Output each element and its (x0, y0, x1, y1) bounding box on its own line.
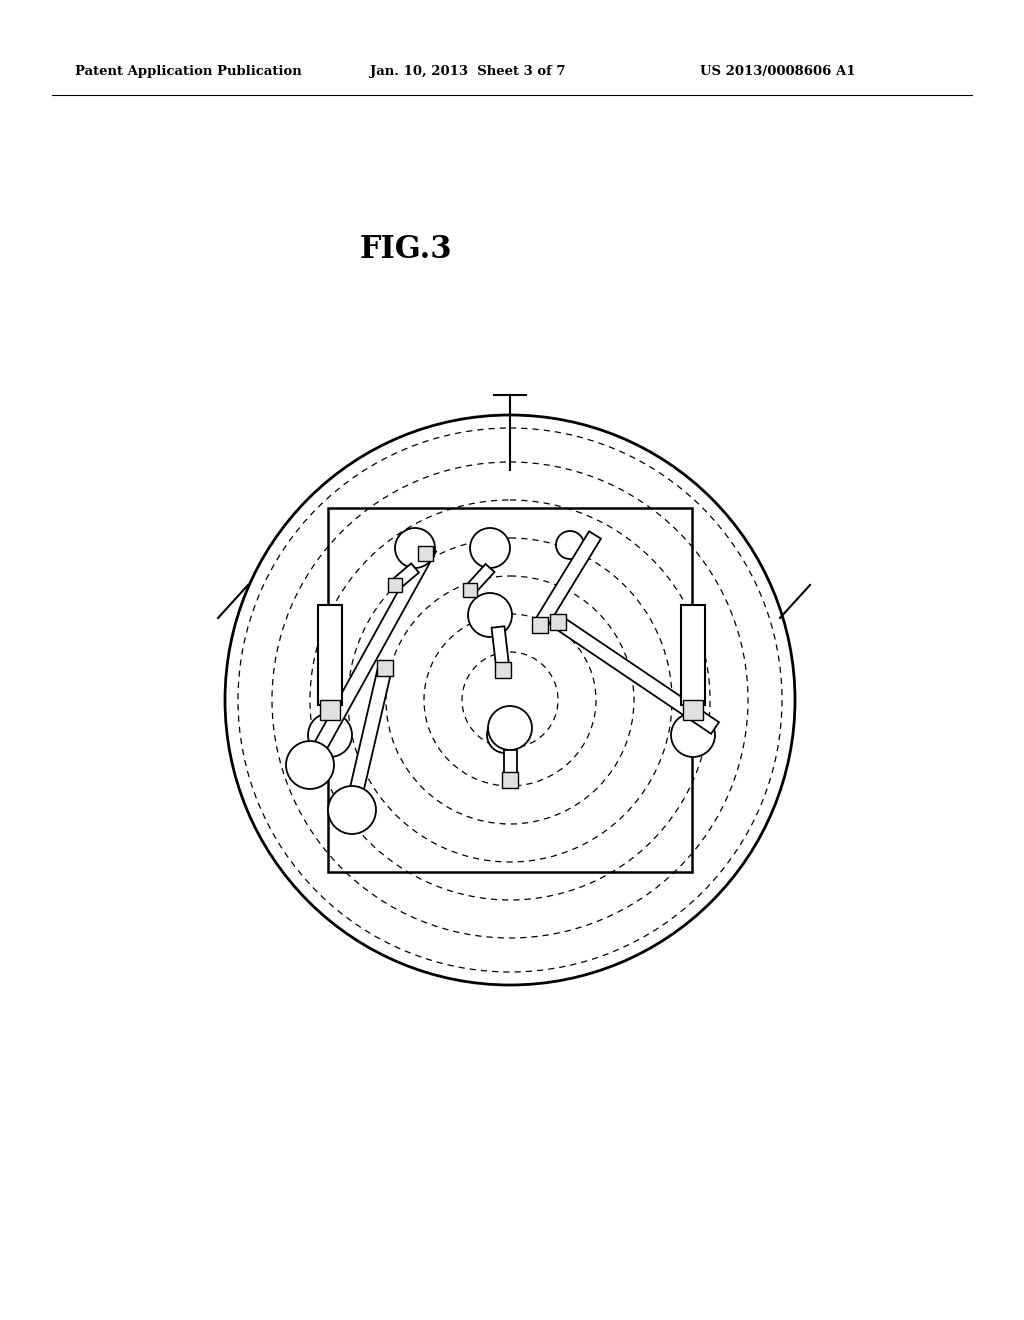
Circle shape (470, 528, 510, 568)
Circle shape (286, 741, 334, 789)
Polygon shape (535, 532, 601, 628)
Bar (495, 663, 511, 678)
Circle shape (308, 713, 352, 756)
Circle shape (671, 713, 715, 756)
Circle shape (468, 593, 512, 638)
Bar (681, 605, 705, 705)
Polygon shape (345, 667, 392, 812)
Circle shape (488, 706, 532, 750)
Polygon shape (466, 564, 495, 594)
Polygon shape (492, 626, 510, 671)
Circle shape (328, 785, 376, 834)
Polygon shape (554, 616, 719, 734)
Text: US 2013/0008606 A1: US 2013/0008606 A1 (700, 66, 855, 78)
Text: FIG.3: FIG.3 (360, 235, 453, 265)
Bar (463, 583, 477, 597)
Text: Jan. 10, 2013  Sheet 3 of 7: Jan. 10, 2013 Sheet 3 of 7 (370, 66, 565, 78)
Bar (532, 616, 548, 634)
Text: Patent Application Publication: Patent Application Publication (75, 66, 302, 78)
Polygon shape (304, 545, 436, 768)
Bar (318, 605, 342, 705)
Bar (502, 772, 518, 788)
Bar (377, 660, 393, 676)
Bar (319, 700, 340, 719)
Polygon shape (504, 750, 516, 780)
Bar (550, 614, 566, 630)
Bar (328, 508, 692, 873)
Circle shape (487, 717, 523, 752)
Bar (683, 700, 703, 719)
Circle shape (556, 531, 584, 558)
Polygon shape (391, 564, 419, 590)
Circle shape (395, 528, 435, 568)
Bar (418, 545, 432, 561)
Bar (388, 578, 402, 591)
